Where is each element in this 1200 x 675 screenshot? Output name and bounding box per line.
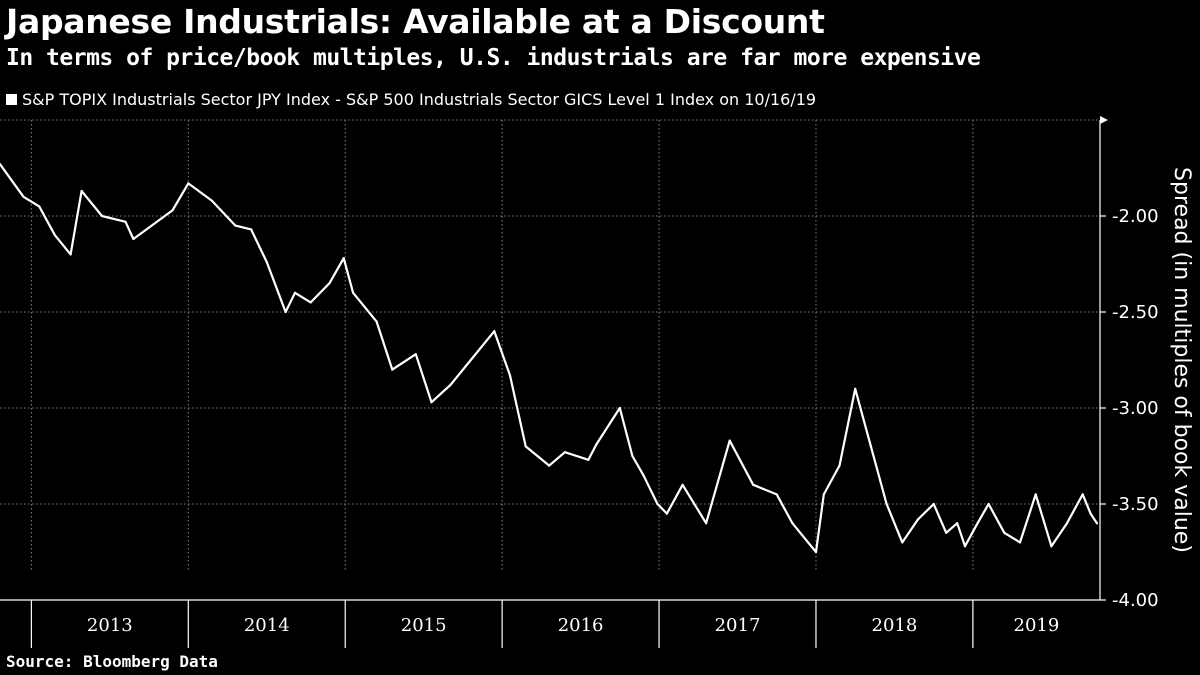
data-point <box>869 445 873 448</box>
data-point <box>1003 531 1006 534</box>
data-point <box>854 387 857 390</box>
data-point <box>100 214 104 218</box>
data-point <box>976 522 979 525</box>
x-tick-label: 2015 <box>401 615 447 636</box>
data-point <box>265 261 268 264</box>
x-tick-label: 2018 <box>872 615 918 636</box>
data-point <box>328 282 331 285</box>
data-point <box>342 257 345 260</box>
data-point <box>469 358 472 362</box>
data-point <box>956 522 959 525</box>
data-point <box>945 531 948 534</box>
data-point <box>22 195 25 198</box>
data-point <box>656 502 659 506</box>
series-layer <box>0 163 1099 554</box>
data-point <box>38 205 41 208</box>
gridlines <box>0 119 1100 570</box>
data-point <box>563 451 567 454</box>
data-point <box>293 291 297 294</box>
y-tick-label: -3.50 <box>1112 494 1159 515</box>
y-tick-label: -2.50 <box>1112 302 1159 323</box>
data-point <box>822 493 825 496</box>
legend-swatch <box>6 94 17 105</box>
data-point <box>963 545 967 548</box>
data-point <box>1018 541 1022 544</box>
data-point <box>1081 493 1084 496</box>
data-point <box>0 163 2 166</box>
x-tick-label: 2014 <box>244 615 290 636</box>
data-point <box>391 368 394 371</box>
data-point <box>234 224 237 227</box>
y-axis-label: Spread (in multiples of book value) <box>1169 167 1194 553</box>
data-point <box>775 493 778 496</box>
data-point <box>1034 493 1037 496</box>
source-note: Source: Bloomberg Data <box>6 652 218 671</box>
data-point <box>728 439 731 442</box>
x-tick-label: 2019 <box>1014 615 1060 636</box>
data-point <box>932 502 935 506</box>
data-point <box>124 220 127 223</box>
data-point <box>414 353 417 356</box>
data-point <box>838 464 841 467</box>
data-point <box>1065 522 1069 525</box>
data-point <box>807 541 810 544</box>
chart-subtitle: In terms of price/book multiples, U.S. i… <box>6 45 981 71</box>
data-point <box>352 291 355 294</box>
data-point <box>1095 522 1098 525</box>
data-point <box>916 518 920 521</box>
tick-labels: -2.00 -2.50 -3.00 -3.50 -4.00 2013 2014 2015 201… <box>87 167 1194 636</box>
axes <box>0 116 1108 648</box>
y-tick-label: -2.00 <box>1112 206 1159 227</box>
data-point <box>187 182 190 185</box>
series-line <box>0 163 1099 554</box>
data-point <box>681 483 684 486</box>
data-point <box>791 522 794 525</box>
data-point <box>814 550 818 554</box>
data-point <box>132 237 135 241</box>
chart-legend: S&P TOPIX Industrials Sector JPY Index -… <box>6 90 816 109</box>
y-tick-label: -4.00 <box>1112 590 1159 611</box>
data-point <box>642 474 645 477</box>
data-point <box>885 502 888 506</box>
data-point <box>69 253 72 256</box>
data-point <box>80 189 83 193</box>
chart-title: Japanese Industrials: Available at a Dis… <box>6 2 825 41</box>
data-point <box>309 301 312 304</box>
data-point <box>618 406 621 410</box>
y-tick-label: -3.00 <box>1112 398 1159 419</box>
data-point <box>1089 512 1092 515</box>
data-point <box>430 401 433 404</box>
data-point <box>524 445 527 448</box>
data-point <box>548 464 551 467</box>
data-point <box>250 228 253 231</box>
data-point <box>493 330 496 333</box>
x-tick-label: 2016 <box>558 615 604 636</box>
data-point <box>631 454 634 458</box>
data-point <box>508 374 512 377</box>
data-point <box>284 310 287 314</box>
data-point <box>449 383 452 387</box>
data-point <box>752 483 755 486</box>
data-point <box>595 443 598 446</box>
y-axis-arrow-icon <box>1100 116 1108 124</box>
data-point <box>901 541 904 544</box>
data-point <box>1050 545 1053 548</box>
legend-label: S&P TOPIX Industrials Sector JPY Index -… <box>22 90 817 109</box>
data-point <box>375 320 378 323</box>
data-point <box>665 512 669 515</box>
data-point <box>171 209 174 212</box>
data-point <box>210 199 213 202</box>
data-point <box>705 522 708 525</box>
data-point <box>587 458 590 461</box>
data-point <box>53 234 57 237</box>
x-tick-label: 2017 <box>715 615 761 636</box>
data-point <box>987 502 990 506</box>
x-tick-label: 2013 <box>87 615 133 636</box>
